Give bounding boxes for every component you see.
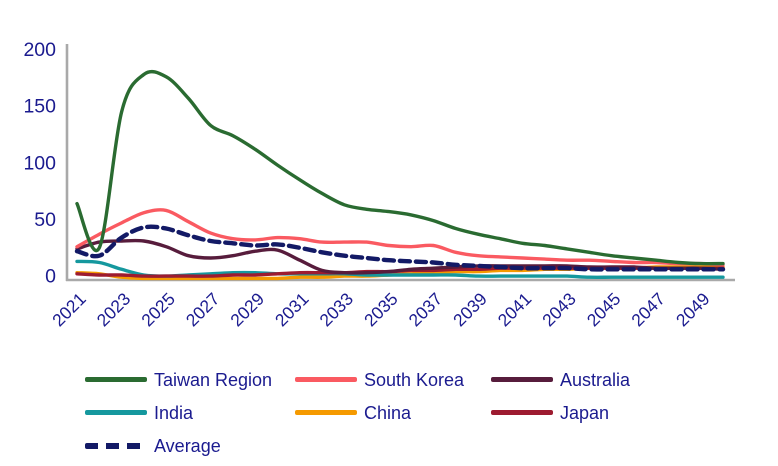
y-axis-tick-label: 100 [23,152,56,174]
legend-label: China [364,402,412,423]
y-axis-tick-label: 50 [34,209,56,231]
legend-row: India China Japan [85,396,745,429]
x-axis-tick-label: 2029 [226,289,268,331]
x-axis-tick-label: 2049 [672,289,714,331]
legend-label: India [154,402,194,423]
x-axis-tick-label: 2023 [93,289,135,331]
y-axis-tick-label: 0 [45,266,56,288]
series-line-south-korea [75,208,725,267]
legend-label: Average [154,435,221,456]
legend-item-india: India [85,404,295,422]
legend-item-japan: Japan [491,404,745,422]
legend-label: Taiwan Region [154,369,273,390]
series-line-taiwan-region [75,69,725,266]
legend-item-china: China [295,404,491,422]
x-axis-tick-label: 2025 [137,289,179,331]
x-axis-tick-label: 2041 [494,289,536,331]
legend-swatch-line [295,377,357,382]
x-axis-tick-label: 2037 [405,289,447,331]
x-axis-tick-label: 2031 [271,289,313,331]
x-axis-tick-label: 2021 [48,289,90,331]
legend-swatch-line [491,377,553,382]
legend-item-south-korea: South Korea [295,371,491,389]
chart-legend: Taiwan Region South Korea Australia India Ch… [85,363,745,462]
legend-label: Australia [560,369,631,390]
legend-label: Japan [560,402,610,423]
legend-swatch-line [295,410,357,415]
legend-row: Taiwan Region South Korea Australia [85,363,745,396]
series-line-australia [75,238,725,275]
x-axis-tick-label: 2033 [315,289,357,331]
legend-swatch-line [85,410,147,415]
series-line-average [74,224,726,272]
legend-swatch-line [491,410,553,415]
y-axis-tick-label: 150 [23,96,56,118]
x-axis-tick-label: 2043 [538,289,580,331]
legend-swatch-line [85,377,147,382]
legend-item-australia: Australia [491,371,745,389]
legend-item-taiwan-region: Taiwan Region [85,371,295,389]
legend-label: South Korea [364,369,465,390]
x-axis-tick-label: 2047 [627,289,669,331]
legend-item-average: Average [85,437,295,455]
legend-row: Average [85,429,745,462]
x-axis-tick-label: 2027 [182,289,224,331]
x-axis-tick-label: 2035 [360,289,402,331]
y-axis-tick-label: 200 [23,39,56,61]
x-axis-tick-label: 2039 [449,289,491,331]
legend-swatch-dashed-line [85,442,147,449]
x-axis-tick-label: 2045 [583,289,625,331]
